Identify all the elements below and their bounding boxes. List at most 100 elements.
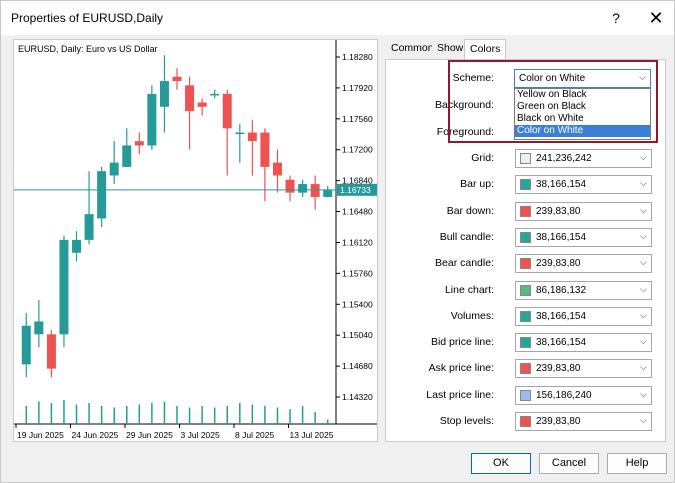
dialog-title: Properties of EURUSD,Daily [11,11,164,25]
cancel-button[interactable]: Cancel [539,453,599,474]
color-select[interactable]: 241,236,242 ⌵ [515,149,652,168]
price-label: 1.17560 [342,114,373,124]
color-select[interactable]: 239,83,80 ⌵ [515,201,652,221]
color-row-label: Grid: [471,152,494,164]
candle-body [197,102,207,107]
candle-body [147,93,157,146]
date-label: 24 Jun 2025 [72,430,119,440]
price-label: 1.16120 [342,237,373,247]
candle-body [272,162,282,176]
color-select[interactable]: 38,166,154 ⌵ [515,227,652,247]
candle-body [134,141,144,146]
color-value: 38,166,154 [536,310,587,322]
color-swatch [520,310,531,322]
candle-body [172,76,182,82]
colors-panel: Scheme: Color on White ⌵ Yellow on Black… [385,59,666,442]
scheme-dropdown-list: Yellow on Black Green on Black Black on … [514,88,651,140]
chevron-down-icon: ⌵ [639,72,646,82]
color-select[interactable]: 38,166,154 ⌵ [515,175,652,195]
tab-common[interactable]: Common [386,39,439,59]
candle-body [122,145,132,167]
scheme-label: Scheme: [452,72,494,84]
candle-body [59,239,69,335]
color-select[interactable]: 38,166,154 ⌵ [515,333,652,353]
scheme-option-yellow-on-black[interactable]: Yellow on Black [517,89,587,100]
date-label: 8 Jul 2025 [235,430,274,440]
scheme-option-color-on-white[interactable]: Color on White [515,125,650,137]
candle-body [247,132,257,142]
color-row-label: Volumes: [450,309,494,322]
candle-body [298,184,308,193]
color-value: 239,83,80 [536,258,581,270]
chevron-down-icon: ⌵ [640,178,647,189]
color-row-label: Bar up: [460,178,494,191]
scheme-option-black-on-white[interactable]: Black on White [517,113,584,124]
tab-show[interactable]: Show [432,39,469,59]
candle-body [21,325,31,365]
chart-canvas: 1.18280 1.17920 1.17560 1.17200 1.16840 1.164… [14,40,377,440]
date-label: 13 Jul 2025 [290,430,334,440]
foreground-label: Foreground: [436,126,494,138]
date-label: 19 Jun 2025 [17,430,64,440]
color-select[interactable]: 156,186,240 ⌵ [515,385,652,405]
current-price-label: 1.16733 [340,185,371,195]
help-icon[interactable]: ? [612,10,620,26]
background-label: Background: [435,99,494,111]
color-swatch [520,258,531,270]
color-row-label: Last price line: [426,388,494,401]
close-icon[interactable]: ✕ [648,8,664,28]
color-swatch [520,179,531,191]
candle-body [185,85,195,112]
candle-body [222,93,232,129]
candle-body [210,93,220,96]
color-row-label: Bull candle: [439,230,494,243]
color-select[interactable]: 86,186,132 ⌵ [515,280,652,300]
candle-body [34,321,44,335]
color-select[interactable]: 38,166,154 ⌵ [515,306,652,326]
color-select[interactable]: 239,83,80 ⌵ [515,254,652,274]
scheme-select[interactable]: Color on White ⌵ [514,69,651,88]
help-button[interactable]: Help [607,453,667,474]
color-swatch [520,363,531,375]
color-value: 86,186,132 [536,284,587,296]
color-value: 38,166,154 [536,231,587,243]
chevron-down-icon: ⌵ [640,336,647,347]
price-label: 1.16840 [342,176,373,186]
tab-colors[interactable]: Colors [464,39,507,60]
date-label: 3 Jul 2025 [181,430,220,440]
candle-body [46,334,56,369]
color-value: 239,83,80 [536,363,581,375]
color-row-label: Stop levels: [439,415,494,427]
price-label: 1.18280 [342,52,373,62]
price-label: 1.14320 [342,392,373,402]
color-select[interactable]: 239,83,80 ⌵ [515,359,652,379]
scheme-value: Color on White [519,73,586,84]
chevron-down-icon: ⌵ [640,309,647,320]
color-row-label: Bear candle: [435,257,494,270]
color-value: 241,236,242 [536,153,592,164]
candle-body [235,132,245,135]
scheme-option-green-on-black[interactable]: Green on Black [517,101,586,112]
color-swatch [520,389,531,401]
ok-button[interactable]: OK [471,453,531,474]
price-label: 1.15400 [342,299,373,309]
chevron-down-icon: ⌵ [640,230,647,241]
candle-body [323,190,333,197]
chevron-down-icon: ⌵ [640,415,647,425]
chevron-down-icon: ⌵ [640,362,647,373]
chevron-down-icon: ⌵ [640,388,647,399]
color-value: 38,166,154 [536,179,587,191]
candle-body [97,171,107,219]
color-row-label: Ask price line: [428,362,494,375]
price-label: 1.16480 [342,207,373,217]
current-price-tag [337,183,377,196]
candle-body [109,162,119,176]
price-label: 1.15760 [342,268,373,278]
color-row-label: Bar down: [446,204,494,217]
color-select[interactable]: 239,83,80 ⌵ [515,412,652,431]
date-label: 29 Jun 2025 [126,430,173,440]
color-value: 38,166,154 [536,337,587,349]
color-row-label: Bid price line: [430,336,494,349]
candle-body [310,184,320,197]
